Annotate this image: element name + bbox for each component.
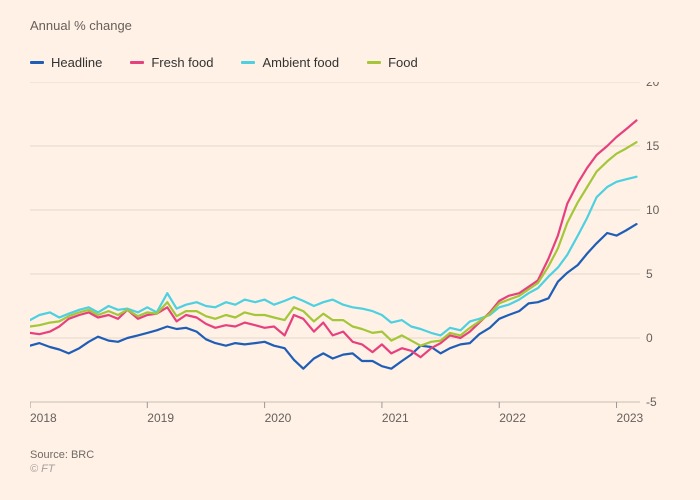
y-tick-label: 5 <box>646 267 653 281</box>
legend-item: Fresh food <box>130 55 213 70</box>
y-tick-label: 0 <box>646 331 653 345</box>
chart-container: Annual % change Headline Fresh food Ambien… <box>0 0 700 500</box>
y-tick-label: 15 <box>646 139 660 153</box>
series-fresh_food <box>30 120 637 357</box>
x-tick-label: 2020 <box>265 411 292 425</box>
legend-label: Ambient food <box>262 55 339 70</box>
chart-subtitle: Annual % change <box>30 18 670 33</box>
copyright-label: © FT <box>30 463 670 475</box>
legend-label: Food <box>388 55 418 70</box>
x-tick-label: 2021 <box>382 411 409 425</box>
x-tick-label: 2023 <box>617 411 644 425</box>
y-tick-label: 10 <box>646 203 660 217</box>
series-headline <box>30 224 637 369</box>
legend-label: Headline <box>51 55 102 70</box>
y-tick-label: -5 <box>646 395 657 409</box>
x-tick-label: 2018 <box>30 411 57 425</box>
legend-item: Headline <box>30 55 102 70</box>
legend-swatch <box>367 61 381 64</box>
legend-swatch <box>241 61 255 64</box>
legend-swatch <box>130 61 144 64</box>
source-label: Source: BRC <box>30 449 670 461</box>
legend-item: Food <box>367 55 418 70</box>
series-ambient_food <box>30 177 637 336</box>
legend-item: Ambient food <box>241 55 339 70</box>
x-tick-label: 2022 <box>499 411 526 425</box>
plot-svg: -5 0 5 10 15 20 2018 2019 2020 2021 2022 2023 <box>30 82 670 430</box>
legend: Headline Fresh food Ambient food Food <box>30 55 670 70</box>
x-tick-label: 2019 <box>147 411 174 425</box>
y-tick-label: 20 <box>646 82 660 89</box>
plot-area: -5 0 5 10 15 20 2018 2019 2020 2021 2022 2023 <box>30 82 670 435</box>
legend-swatch <box>30 61 44 64</box>
legend-label: Fresh food <box>151 55 213 70</box>
